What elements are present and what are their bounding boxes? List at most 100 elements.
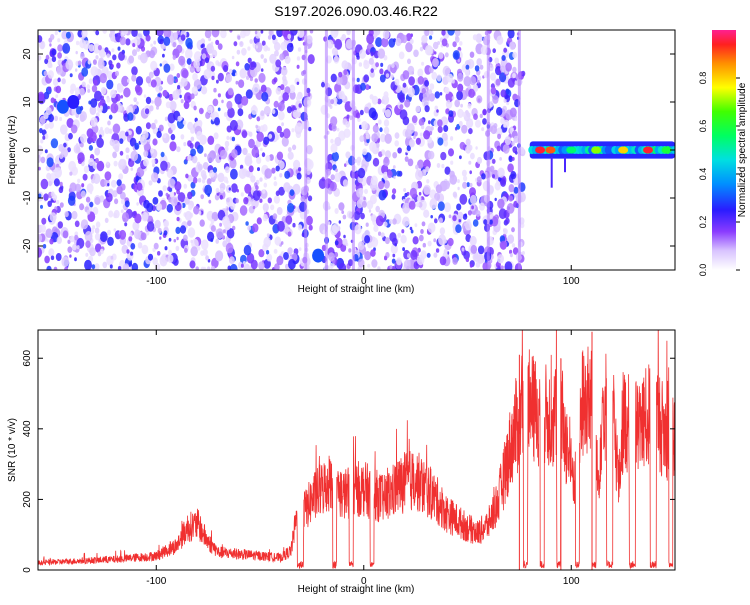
heatmap-cell — [180, 34, 186, 41]
heatmap-cell — [91, 178, 95, 184]
heatmap-cell — [74, 220, 80, 228]
heatmap-cell — [364, 188, 368, 195]
heatmap-cell — [369, 141, 377, 152]
heatmap-cell — [483, 219, 488, 225]
heatmap-cell — [217, 93, 221, 98]
heatmap-cell — [184, 247, 188, 253]
heatmap-cell — [204, 153, 207, 158]
heatmap-cell — [111, 48, 115, 53]
heatmap-cell — [318, 178, 327, 190]
heatmap-cell — [109, 138, 115, 147]
heatmap-cell — [133, 104, 137, 109]
heatmap-cell — [369, 194, 377, 205]
heatmap-cell — [363, 74, 370, 83]
heatmap-cell — [428, 150, 435, 160]
heatmap-cell — [418, 234, 424, 242]
heatmap-cell — [201, 43, 205, 48]
heatmap-cell — [167, 178, 176, 190]
heatmap-cell — [56, 236, 62, 244]
heatmap-cell — [130, 167, 134, 171]
heatmap-cell — [168, 35, 175, 44]
heatmap-cell — [378, 189, 387, 201]
heatmap-cell — [392, 253, 396, 258]
heatmap-cell — [455, 224, 462, 234]
heatmap-cell — [159, 236, 162, 240]
heatmap-cell — [217, 43, 223, 50]
heatmap-cell — [454, 99, 461, 108]
heatmap-cell — [89, 201, 94, 208]
heatmap-cell — [159, 255, 168, 267]
heatmap-cell — [57, 38, 61, 43]
heatmap-cell — [334, 240, 339, 246]
heatmap-cell — [227, 107, 235, 118]
heatmap-cell — [384, 237, 390, 245]
heatmap-cell — [163, 30, 172, 39]
heatmap-cell — [260, 54, 264, 59]
heatmap-cell — [498, 208, 507, 220]
heatmap-cell — [475, 33, 483, 43]
heatmap-cell — [342, 238, 348, 246]
heatmap-cell — [81, 183, 85, 188]
heatmap-cell — [409, 38, 414, 45]
heatmap-cell — [406, 145, 411, 152]
heatmap-cell — [188, 204, 193, 211]
snr-axes: -100 0 100 0 200 400 600 — [22, 330, 675, 587]
heatmap-cell — [444, 52, 449, 58]
heatmap-cell — [85, 240, 91, 248]
heatmap-cell — [490, 216, 499, 227]
heatmap-cell — [48, 121, 54, 129]
heatmap-cell — [71, 210, 78, 220]
heatmap-cell — [44, 149, 48, 154]
heatmap-cell — [262, 203, 269, 212]
heatmap-cell — [501, 55, 506, 61]
heatmap-cell — [79, 111, 87, 122]
heatmap-cell — [50, 255, 55, 261]
heatmap-cell — [334, 136, 342, 147]
heatmap-cell — [241, 130, 248, 139]
heatmap-cell — [273, 176, 277, 180]
heatmap-cell — [415, 202, 420, 208]
heatmap-cell — [330, 143, 338, 153]
heatmap-xtick-label: -100 — [146, 276, 166, 287]
heatmap-cell — [75, 68, 78, 72]
heatmap-cell — [409, 226, 413, 231]
heatmap-cell — [191, 155, 198, 164]
heatmap-cell — [204, 30, 212, 39]
heatmap-cell — [120, 209, 124, 214]
heatmap-cell — [308, 224, 313, 231]
heatmap-cell — [183, 101, 190, 110]
heatmap-cell — [330, 116, 338, 127]
heatmap-cell — [89, 131, 97, 143]
heatmap-cell — [479, 64, 484, 70]
heatmap-cell — [224, 146, 229, 152]
heatmap-cell — [434, 105, 438, 111]
heatmap-cell — [459, 41, 463, 46]
heatmap-cell — [346, 30, 351, 36]
heatmap-cell — [47, 200, 52, 207]
heatmap-cell — [170, 196, 178, 207]
heatmap-cell — [269, 53, 277, 64]
heatmap-cell — [54, 30, 58, 36]
heatmap-cell — [255, 124, 258, 129]
heatmap-cell — [237, 35, 241, 40]
heatmap-cell — [61, 30, 68, 40]
heatmap-cell — [270, 204, 275, 211]
heatmap-cell — [415, 137, 421, 145]
heatmap-cell — [476, 156, 483, 165]
heatmap-cell — [512, 51, 518, 59]
heatmap-cell — [63, 142, 67, 148]
heatmap-cell — [423, 159, 431, 170]
heatmap-streak — [304, 30, 308, 270]
heatmap-cell — [300, 195, 306, 203]
heatmap-cell — [505, 88, 510, 95]
heatmap-cell — [327, 98, 332, 104]
heatmap-cell — [39, 128, 43, 134]
heatmap-cell — [225, 73, 232, 83]
heatmap-cell — [419, 132, 423, 137]
heatmap-cell — [92, 59, 97, 65]
heatmap-cell — [230, 168, 238, 180]
heatmap-cell — [86, 84, 91, 90]
heatmap-cell — [258, 72, 266, 83]
